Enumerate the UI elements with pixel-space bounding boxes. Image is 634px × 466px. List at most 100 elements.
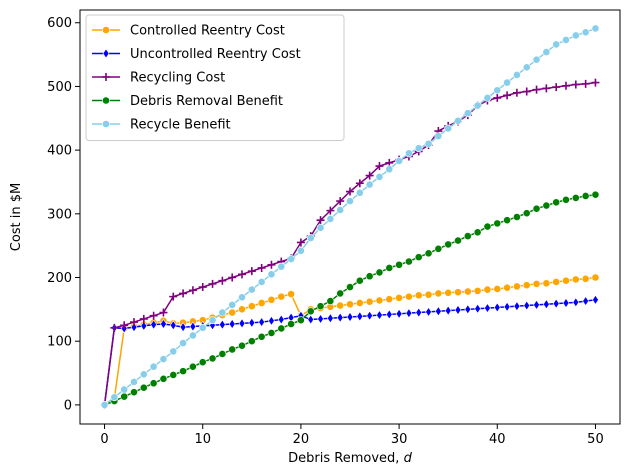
legend: Controlled Reentry Cost Uncontrolled Reen… bbox=[85, 14, 345, 141]
data-point bbox=[375, 268, 384, 277]
legend-label: Uncontrolled Reentry Cost bbox=[130, 47, 301, 62]
data-point bbox=[238, 305, 246, 314]
data-point bbox=[120, 321, 129, 330]
data-point bbox=[503, 91, 512, 100]
data-point bbox=[375, 162, 384, 171]
data-point bbox=[287, 320, 295, 328]
data-point bbox=[503, 216, 511, 225]
data-point bbox=[385, 295, 394, 304]
data-point bbox=[198, 323, 207, 332]
data-point bbox=[228, 300, 237, 309]
series-debris-removal-benefit bbox=[100, 190, 600, 409]
data-point bbox=[512, 88, 521, 97]
data-point bbox=[454, 304, 462, 316]
data-point bbox=[434, 244, 443, 253]
x-tick-label: 30 bbox=[391, 432, 408, 447]
x-tick-label: 40 bbox=[489, 432, 506, 447]
data-point bbox=[533, 299, 540, 310]
data-point bbox=[366, 310, 373, 321]
data-point bbox=[444, 124, 453, 133]
data-point bbox=[257, 332, 266, 341]
data-point bbox=[365, 297, 374, 306]
data-point bbox=[327, 313, 334, 324]
y-tick-label: 100 bbox=[47, 335, 72, 350]
data-point bbox=[258, 317, 265, 328]
data-point bbox=[483, 93, 492, 102]
data-point bbox=[336, 301, 345, 310]
data-point bbox=[238, 318, 246, 329]
x-tick-label: 20 bbox=[293, 432, 310, 447]
series-recycle-benefit bbox=[100, 24, 600, 409]
data-point bbox=[336, 312, 344, 323]
legend-swatch-marker bbox=[102, 48, 110, 59]
data-point bbox=[552, 298, 560, 309]
data-point bbox=[149, 362, 158, 371]
series-line-debris-removal-benefit bbox=[104, 193, 596, 406]
data-point bbox=[493, 219, 502, 228]
data-point bbox=[464, 304, 472, 315]
data-point bbox=[365, 272, 374, 281]
data-point bbox=[493, 93, 502, 102]
data-point bbox=[169, 347, 178, 356]
data-point bbox=[581, 79, 590, 88]
data-point bbox=[218, 350, 227, 358]
data-point bbox=[581, 274, 590, 283]
data-point bbox=[169, 371, 178, 379]
data-point bbox=[149, 311, 158, 320]
data-point bbox=[159, 308, 168, 317]
data-point bbox=[248, 317, 256, 328]
data-point bbox=[532, 279, 541, 288]
data-point bbox=[130, 378, 138, 386]
data-point bbox=[208, 279, 217, 288]
legend-entry: Controlled Reentry Cost bbox=[92, 24, 285, 39]
data-point bbox=[591, 190, 600, 199]
data-point bbox=[120, 385, 129, 394]
data-point bbox=[463, 109, 472, 118]
data-point bbox=[120, 392, 129, 401]
data-point bbox=[316, 223, 325, 232]
data-point bbox=[571, 80, 580, 89]
data-point bbox=[110, 323, 119, 332]
data-point bbox=[405, 292, 413, 301]
data-point bbox=[365, 180, 374, 189]
data-point bbox=[247, 302, 256, 311]
data-point bbox=[247, 285, 256, 294]
data-point bbox=[100, 400, 109, 409]
y-tick-label: 400 bbox=[47, 144, 72, 159]
data-point bbox=[522, 281, 531, 290]
data-layer bbox=[100, 24, 600, 410]
data-point bbox=[346, 283, 354, 291]
data-point bbox=[473, 101, 482, 110]
data-point bbox=[522, 87, 531, 96]
data-point bbox=[346, 187, 354, 196]
data-point bbox=[484, 303, 491, 314]
data-point bbox=[474, 303, 481, 314]
data-point bbox=[336, 197, 345, 206]
data-point bbox=[473, 286, 482, 295]
data-point bbox=[277, 262, 286, 271]
legend-swatch-marker bbox=[102, 73, 110, 81]
data-point bbox=[571, 193, 580, 202]
data-point bbox=[267, 270, 276, 279]
data-point bbox=[188, 286, 197, 295]
x-tick-label: 0 bbox=[100, 432, 108, 447]
data-point bbox=[219, 319, 226, 330]
data-point bbox=[356, 311, 364, 322]
data-point bbox=[463, 287, 472, 296]
series-line-controlled-reentry-cost bbox=[104, 276, 596, 406]
data-point bbox=[189, 321, 197, 332]
data-point bbox=[562, 297, 570, 309]
data-point bbox=[414, 253, 423, 262]
data-point bbox=[522, 209, 531, 218]
data-point bbox=[493, 86, 502, 95]
data-point bbox=[395, 308, 403, 319]
data-point bbox=[198, 358, 207, 367]
data-point bbox=[228, 345, 237, 354]
data-point bbox=[424, 139, 433, 148]
data-point bbox=[425, 306, 432, 317]
data-point bbox=[150, 319, 157, 330]
y-tick-label: 200 bbox=[47, 271, 72, 286]
data-point bbox=[139, 370, 148, 379]
data-point bbox=[405, 308, 413, 319]
